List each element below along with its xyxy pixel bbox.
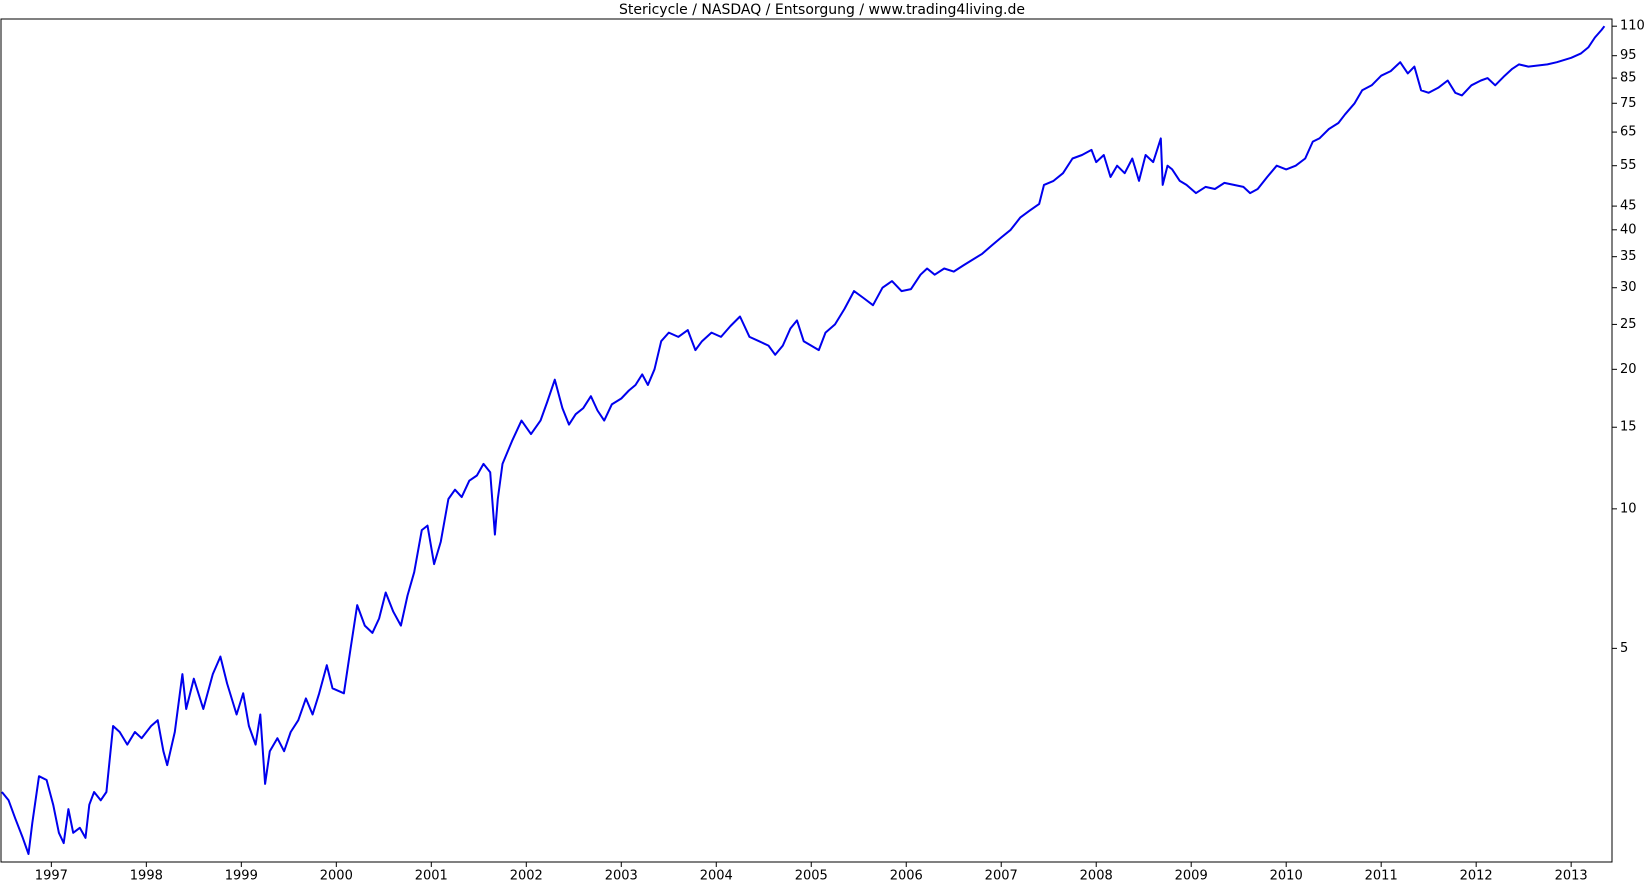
x-tick-label: 2002 (510, 869, 543, 884)
x-tick-label: 1999 (225, 869, 258, 884)
y-tick-label: 95 (1620, 48, 1637, 63)
x-tick-label: 1997 (35, 869, 68, 884)
x-tick-label: 2006 (890, 869, 923, 884)
x-tick-label: 2010 (1270, 869, 1303, 884)
x-tick-label: 2011 (1365, 869, 1398, 884)
y-tick-label: 110 (1620, 19, 1645, 34)
y-tick-label: 10 (1620, 501, 1637, 516)
y-tick-label: 20 (1620, 362, 1637, 377)
y-tick-label: 55 (1620, 158, 1637, 173)
x-tick-label: 2008 (1080, 869, 1113, 884)
x-tick-label: 1998 (130, 869, 163, 884)
y-tick-label: 15 (1620, 420, 1637, 435)
y-tick-label: 65 (1620, 125, 1637, 140)
chart-title: Stericycle / NASDAQ / Entsorgung / www.t… (619, 2, 1025, 18)
x-tick-label: 2000 (320, 869, 353, 884)
x-tick-label: 2003 (605, 869, 638, 884)
y-tick-label: 85 (1620, 71, 1637, 86)
x-tick-label: 2004 (700, 869, 733, 884)
x-tick-label: 2009 (1175, 869, 1208, 884)
y-tick-label: 75 (1620, 96, 1637, 111)
y-tick-label: 25 (1620, 317, 1637, 332)
x-tick-label: 2012 (1460, 869, 1493, 884)
y-tick-label: 40 (1620, 222, 1637, 237)
x-tick-label: 2013 (1555, 869, 1588, 884)
y-tick-label: 35 (1620, 249, 1637, 264)
y-tick-label: 45 (1620, 199, 1637, 214)
x-tick-label: 2007 (985, 869, 1018, 884)
y-tick-label: 30 (1620, 280, 1637, 295)
plot-frame (0, 18, 1613, 863)
y-tick-label: 5 (1620, 641, 1628, 656)
x-tick-label: 2001 (415, 869, 448, 884)
x-tick-label: 2005 (795, 869, 828, 884)
price-line (1, 25, 1606, 855)
